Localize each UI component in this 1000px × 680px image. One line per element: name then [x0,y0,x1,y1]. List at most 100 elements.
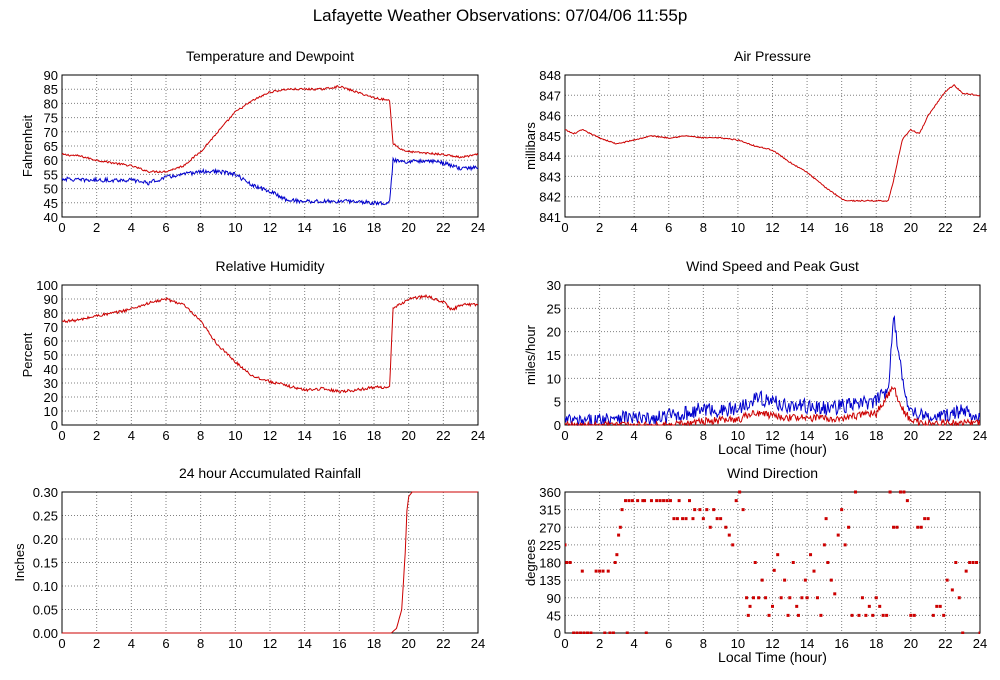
chart-title: Wind Speed and Peak Gust [686,258,859,274]
chart-title: Wind Direction [727,465,818,481]
data-point [905,499,909,503]
y-tick-label: 843 [539,169,561,184]
x-tick-label: 0 [561,636,568,651]
data-point [598,569,602,573]
x-tick-label: 8 [700,220,707,235]
data-point [909,613,913,617]
data-point [630,499,634,503]
y-tick-label: 270 [539,520,561,535]
x-tick-label: 10 [731,636,745,651]
data-point [772,568,776,572]
data-point [931,613,935,617]
y-tick-label: 0.15 [33,556,58,571]
x-tick-label: 10 [228,428,242,443]
x-tick-label: 10 [228,220,242,235]
data-point [912,613,916,617]
x-tick-label: 22 [436,220,450,235]
data-point [764,596,768,600]
y-tick-label: 0.30 [33,485,58,500]
data-point [791,561,795,564]
x-tick-label: 20 [401,636,415,651]
data-point [579,631,583,634]
data-point [942,613,946,617]
x-tick-label: 2 [93,636,100,651]
x-tick-label: 16 [332,428,346,443]
data-point [618,525,622,529]
data-point [746,613,750,617]
y-tick-label: 20 [547,325,561,340]
x-tick-label: 20 [904,220,918,235]
y-tick-label: 55 [44,167,58,182]
data-point [826,561,830,564]
x-tick-label: 22 [938,636,952,651]
y-tick-label: 75 [44,111,58,126]
x-tick-label: 6 [162,428,169,443]
x-tick-label: 18 [869,428,883,443]
x-axis-label: Local Time (hour) [718,649,827,665]
data-point [822,543,826,547]
y-tick-label: 65 [44,139,58,154]
data-point [712,508,716,512]
data-point [603,631,607,634]
data-point [665,499,669,503]
x-tick-label: 2 [596,220,603,235]
x-tick-label: 14 [297,428,311,443]
data-point [745,596,749,600]
y-tick-label: 0.20 [33,532,58,547]
x-tick-label: 16 [834,636,848,651]
y-tick-label: 70 [44,125,58,140]
data-point [843,543,847,547]
series-line-red [565,385,980,426]
x-tick-label: 8 [700,428,707,443]
y-tick-label: 0.05 [33,603,58,618]
data-point [854,490,857,494]
x-tick-label: 0 [58,636,65,651]
data-point [771,604,774,608]
data-point [829,578,833,582]
data-point [741,508,745,512]
data-point [613,561,617,564]
data-point [950,588,954,592]
x-tick-label: 24 [471,636,485,651]
data-point [693,508,697,512]
y-tick-label: 0.25 [33,509,58,524]
x-tick-label: 20 [401,428,415,443]
y-tick-label: 70 [44,320,58,335]
data-point [601,569,605,573]
x-tick-label: 6 [665,428,672,443]
x-tick-label: 2 [93,428,100,443]
chart-title: 24 hour Accumulated Rainfall [179,465,361,481]
data-point [796,613,800,617]
y-axis-label: millibars [523,122,538,170]
data-point [800,596,804,600]
chart-title: Air Pressure [734,48,811,64]
x-tick-label: 24 [471,428,485,443]
x-tick-label: 18 [869,220,883,235]
data-point [662,499,666,503]
y-tick-label: 45 [44,196,58,211]
data-point [926,517,930,521]
x-tick-label: 4 [631,636,638,651]
data-point [767,613,771,617]
data-point [585,631,589,634]
y-tick-label: 846 [539,109,561,124]
data-point [649,499,653,503]
data-point [627,499,631,503]
data-point [617,533,621,537]
plot-frame [564,284,981,426]
data-point [611,631,615,634]
series-line-red [62,85,478,174]
x-tick-label: 16 [332,636,346,651]
data-point [738,490,742,494]
x-tick-label: 10 [731,220,745,235]
data-point [885,613,889,617]
x-tick-label: 14 [800,636,814,651]
data-point [615,553,619,557]
data-point [672,517,676,521]
data-point [871,613,875,617]
x-tick-label: 6 [162,636,169,651]
x-tick-label: 20 [401,220,415,235]
y-tick-label: 845 [539,129,561,144]
y-tick-label: 90 [44,68,58,83]
data-point [850,613,854,617]
